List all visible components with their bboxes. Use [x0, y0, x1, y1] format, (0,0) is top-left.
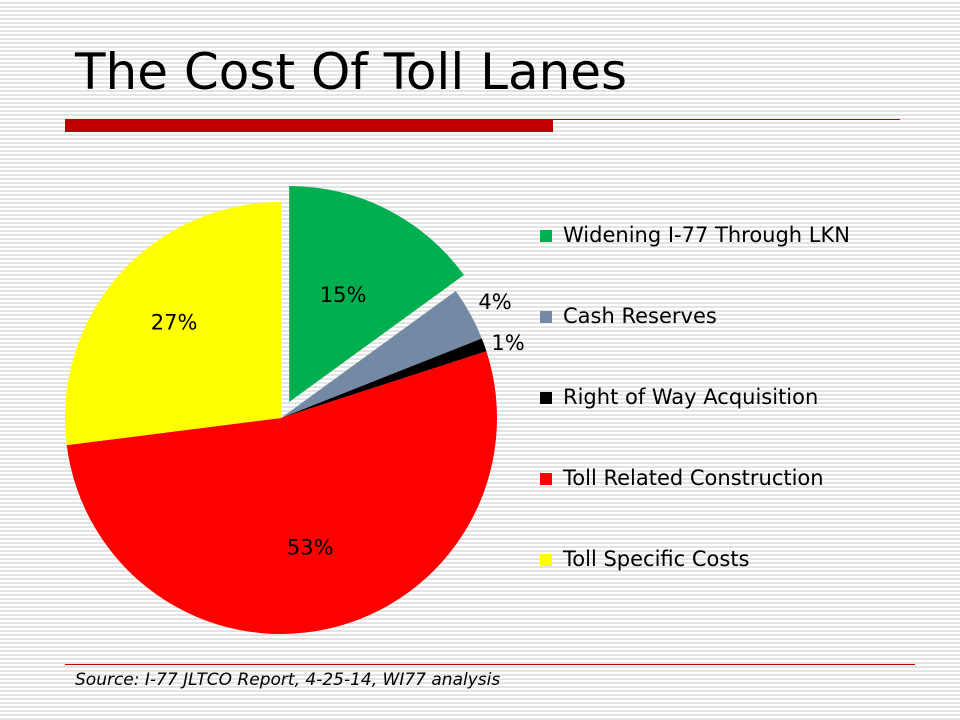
legend-swatch — [540, 473, 552, 485]
pie-data-labels: 15% 4% 1% 53% 27% — [151, 283, 525, 560]
legend-swatch — [540, 392, 552, 404]
pie-data-label: 53% — [287, 536, 334, 560]
legend-label: Widening I-77 Through LKN — [563, 223, 850, 247]
legend-label: Cash Reserves — [563, 304, 717, 328]
pie-slices — [64, 185, 497, 634]
source-note: Source: I-77 JLTCO Report, 4-25-14, WI77… — [75, 670, 501, 690]
legend-label: Toll Specific Costs — [562, 547, 750, 571]
pie-slice-right-of-way-acquisition — [281, 338, 487, 418]
title-underline-accent — [65, 119, 553, 132]
chart-legend: Widening I-77 Through LKN Cash Reserves Ri… — [540, 223, 850, 571]
pie-data-label: 4% — [478, 290, 511, 314]
legend-swatch — [540, 554, 552, 566]
pie-slice-cash-reserves — [281, 291, 482, 418]
pie-slice-widening-i-77-through-lkn — [289, 185, 464, 402]
legend-label: Toll Related Construction — [562, 466, 824, 490]
pie-slice-toll-related-construction — [66, 351, 497, 634]
legend-swatch — [540, 311, 552, 323]
pie-data-label: 15% — [320, 283, 367, 307]
pie-data-label: 27% — [151, 311, 198, 335]
legend-swatch — [540, 230, 552, 242]
legend-label: Right of Way Acquisition — [563, 385, 818, 409]
pie-slice-toll-specific-costs — [64, 202, 281, 446]
footer-rule — [65, 664, 915, 665]
slide-title: The Cost Of Toll Lanes — [75, 43, 628, 101]
pie-data-label: 1% — [491, 331, 524, 355]
